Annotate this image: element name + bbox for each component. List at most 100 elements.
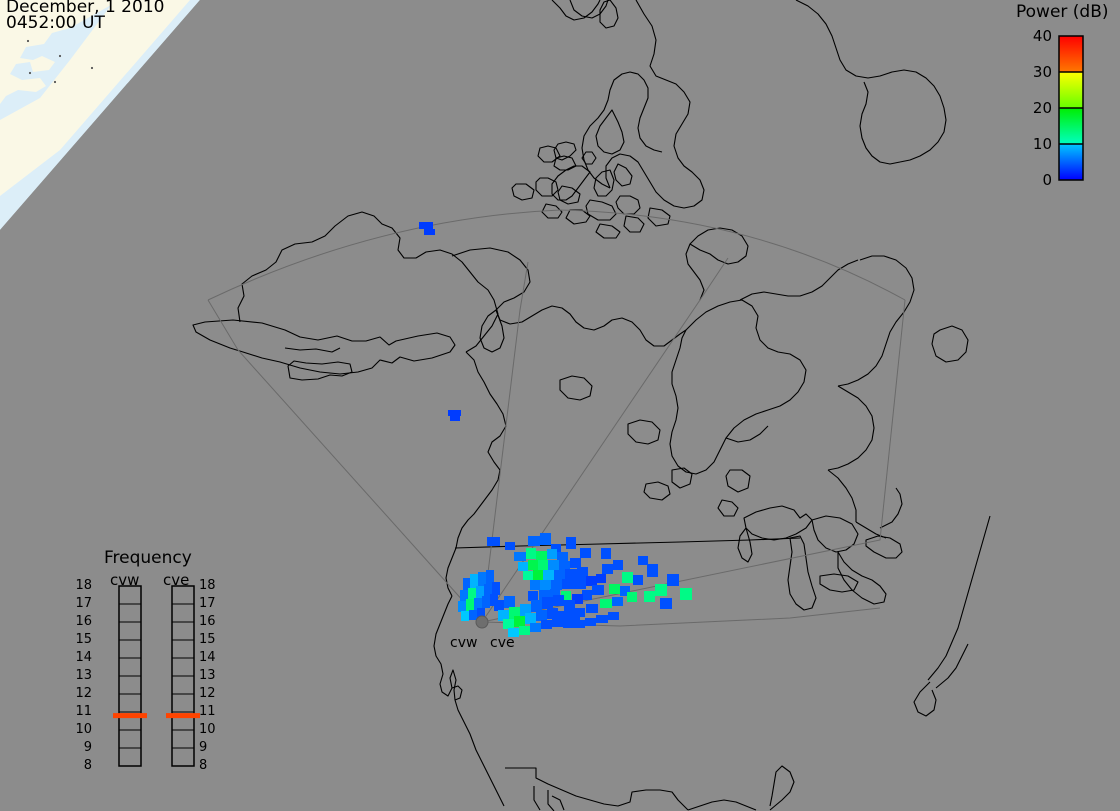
scatter-cell	[564, 600, 575, 611]
frequency-header-cvw: cvw	[110, 571, 140, 589]
baffin-west	[581, 71, 663, 189]
land-area-2	[0, 0, 190, 196]
colorbar-band-0-10	[1059, 144, 1083, 180]
scatter-cell	[577, 567, 588, 578]
coast-arctic-mainland	[451, 247, 687, 347]
scatter-cell	[620, 586, 630, 596]
lake-huron-east	[837, 551, 887, 605]
coast-east-detail	[913, 681, 937, 717]
frequency-gridlines	[119, 603, 194, 749]
arctic-island-10	[615, 195, 641, 215]
scatter-cell	[509, 607, 520, 619]
timestamp-time: 0452:00 UT	[6, 13, 105, 33]
scatter-cell	[450, 416, 460, 421]
james-bay	[725, 425, 769, 443]
scatter-cell	[540, 533, 551, 545]
scatter-cell	[468, 588, 476, 601]
frequency-tick-cvw-16: 16	[75, 614, 92, 629]
scatter-cell	[572, 594, 583, 604]
scatter-cell	[561, 591, 571, 601]
arctic-island-7	[535, 177, 559, 197]
scatter-cell	[554, 570, 565, 580]
frequency-marker-cve	[166, 713, 200, 719]
arctic-island-16	[647, 207, 671, 227]
scatter-cell	[609, 584, 620, 594]
scatter-cell	[531, 600, 542, 612]
frequency-markers	[113, 713, 200, 719]
coast-us-west	[433, 595, 505, 807]
coast-east-detail-2	[935, 643, 969, 689]
scatter-cell	[526, 548, 536, 559]
arctic-island-5	[581, 151, 597, 165]
frequency-tick-cve-17: 17	[199, 596, 216, 611]
scatter-cell	[582, 590, 592, 600]
fov-cvw-east-edge	[481, 261, 529, 623]
scatter-cell	[470, 574, 478, 588]
scatter-cell	[536, 551, 547, 561]
scatter-cell	[543, 570, 554, 580]
scatter-cell	[530, 580, 540, 590]
scatter-cell	[508, 628, 519, 637]
scatter-cell	[503, 619, 514, 629]
scatter-cell	[565, 569, 577, 580]
scatter-cell	[596, 574, 606, 583]
scatter-cell	[548, 560, 559, 570]
frequency-tick-cve-15: 15	[199, 632, 216, 647]
scatter-cell	[533, 570, 543, 580]
scatter-cell	[474, 598, 482, 610]
scatter-cell	[461, 611, 469, 621]
frequency-tick-cvw-14: 14	[75, 650, 92, 665]
coast-island	[287, 360, 353, 381]
frequency-bars	[113, 585, 200, 767]
land-area	[0, 0, 120, 104]
scatter-cell	[518, 562, 528, 571]
frequency-tick-cvw-12: 12	[75, 686, 92, 701]
coast-dot	[90, 66, 94, 70]
scatter-cell	[550, 589, 560, 599]
colorbar-band-20-30	[1059, 72, 1083, 108]
ocean-area	[0, 0, 200, 230]
scatter-cell	[602, 564, 613, 574]
scatter-cell	[655, 584, 667, 596]
lake-small	[671, 467, 693, 489]
scatter-cell	[552, 618, 563, 627]
coast-dot	[28, 71, 32, 75]
frequency-marker-cvw	[113, 713, 147, 719]
frequency-tick-cvw-15: 15	[75, 632, 92, 647]
scatter-cell	[644, 591, 655, 602]
scatter-cell	[541, 620, 552, 629]
scatter-cell	[574, 620, 585, 628]
baja-detail	[533, 786, 565, 811]
station-label-cvw: cvw	[450, 635, 478, 651]
colorbar-tick-20: 20	[1032, 99, 1052, 117]
timestamp-date: December, 1 2010	[6, 0, 165, 17]
scatter-cell	[562, 579, 574, 589]
scatter-cell	[622, 572, 633, 583]
arctic-island-17	[599, 0, 619, 29]
scatter-cell	[458, 601, 466, 612]
colorbar-title: Power (dB)	[1016, 2, 1109, 22]
radar-site-marker[interactable]	[475, 615, 489, 629]
frequency-tick-cve-16: 16	[199, 614, 216, 629]
lake-athabasca	[643, 481, 671, 501]
colorbar-band-10-20	[1059, 108, 1083, 144]
scatter-cell	[528, 560, 538, 570]
frequency-tick-cve-8: 8	[199, 758, 208, 773]
arctic-north-2	[569, 0, 609, 19]
frequency-panel-title: Frequency	[104, 548, 192, 568]
scatter-cell	[460, 590, 468, 602]
scatter-cell	[596, 615, 608, 623]
frequency-tick-cvw-11: 11	[75, 704, 92, 719]
scatter-cell	[528, 536, 540, 546]
scatter-cell	[547, 608, 558, 619]
coast-gulf	[687, 799, 757, 811]
fov-far-range-arc	[207, 209, 906, 301]
scatter-cell	[463, 578, 470, 590]
colorbar	[1058, 35, 1084, 181]
lake-erie	[819, 573, 859, 593]
frequency-tick-cvw-17: 17	[75, 596, 92, 611]
scatter-cell	[505, 542, 515, 550]
coast-alaska	[192, 319, 456, 375]
